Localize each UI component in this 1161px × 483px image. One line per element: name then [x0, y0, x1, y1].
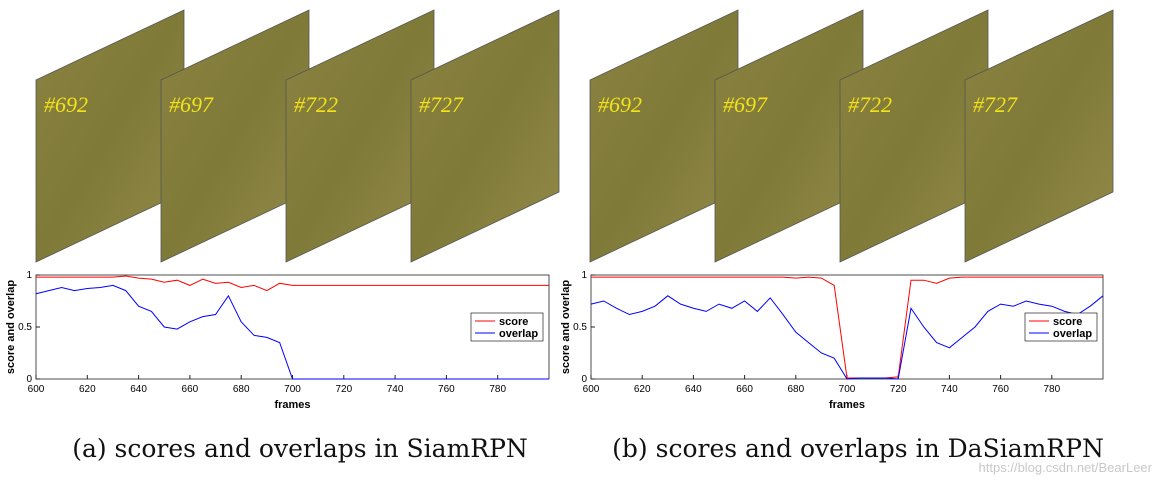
- frame-label: #727: [419, 92, 464, 117]
- x-tick-label: 640: [130, 384, 147, 395]
- frame-label: #722: [848, 92, 892, 117]
- x-axis-label: frames: [274, 399, 310, 411]
- x-tick-label: 600: [28, 384, 45, 395]
- series-line: [590, 295, 1104, 380]
- x-tick-label: 720: [335, 384, 352, 395]
- frame-label: #727: [973, 92, 1018, 117]
- caption: (a) scores and overlaps in SiamRPN: [72, 434, 528, 463]
- y-tick-label: 0.5: [573, 322, 587, 333]
- x-tick-label: 680: [787, 384, 804, 395]
- legend-label: overlap: [499, 328, 538, 340]
- legend-box: [470, 312, 544, 342]
- x-tick-label: 640: [685, 384, 702, 395]
- frame-label: #697: [723, 92, 768, 117]
- video-frame: [964, 9, 1114, 263]
- x-tick-label: 700: [839, 384, 856, 395]
- frame-label: #692: [598, 92, 642, 117]
- caption: (b) scores and overlaps in DaSiamRPN: [612, 434, 1104, 463]
- y-tick-label: 0.5: [18, 322, 32, 333]
- y-axis-label: score and overlap: [5, 280, 17, 374]
- x-tick-label: 780: [489, 384, 506, 395]
- legend-box: [1024, 312, 1098, 342]
- x-tick-label: 760: [438, 384, 455, 395]
- series-line: [36, 275, 549, 292]
- y-tick-label: 0: [581, 374, 587, 385]
- x-axis-label: frames: [829, 399, 865, 411]
- frame-label: #692: [44, 92, 88, 117]
- x-tick-label: 760: [992, 384, 1009, 395]
- frame-label: #722: [294, 92, 338, 117]
- x-tick-label: 600: [583, 384, 600, 395]
- x-tick-label: 720: [890, 384, 907, 395]
- watermark: https://blog.csdn.net/BearLeer: [979, 460, 1153, 475]
- x-tick-label: 700: [284, 384, 301, 395]
- x-tick-label: 680: [233, 384, 250, 395]
- legend-label: score: [1053, 316, 1082, 328]
- y-tick-label: 1: [26, 270, 32, 281]
- x-tick-label: 660: [182, 384, 199, 395]
- video-frame: [410, 9, 560, 263]
- legend-label: overlap: [1053, 328, 1092, 340]
- x-tick-label: 660: [736, 384, 753, 395]
- y-tick-label: 1: [581, 270, 587, 281]
- y-axis-label: score and overlap: [560, 280, 572, 374]
- frame-label: #697: [169, 92, 214, 117]
- series-line: [591, 276, 1103, 379]
- x-tick-label: 780: [1043, 384, 1060, 395]
- x-tick-label: 620: [634, 384, 651, 395]
- legend-label: score: [499, 316, 528, 328]
- y-tick-label: 0: [26, 374, 32, 385]
- x-tick-label: 740: [387, 384, 404, 395]
- series-line: [35, 284, 549, 380]
- x-tick-label: 740: [941, 384, 958, 395]
- x-tick-label: 620: [79, 384, 96, 395]
